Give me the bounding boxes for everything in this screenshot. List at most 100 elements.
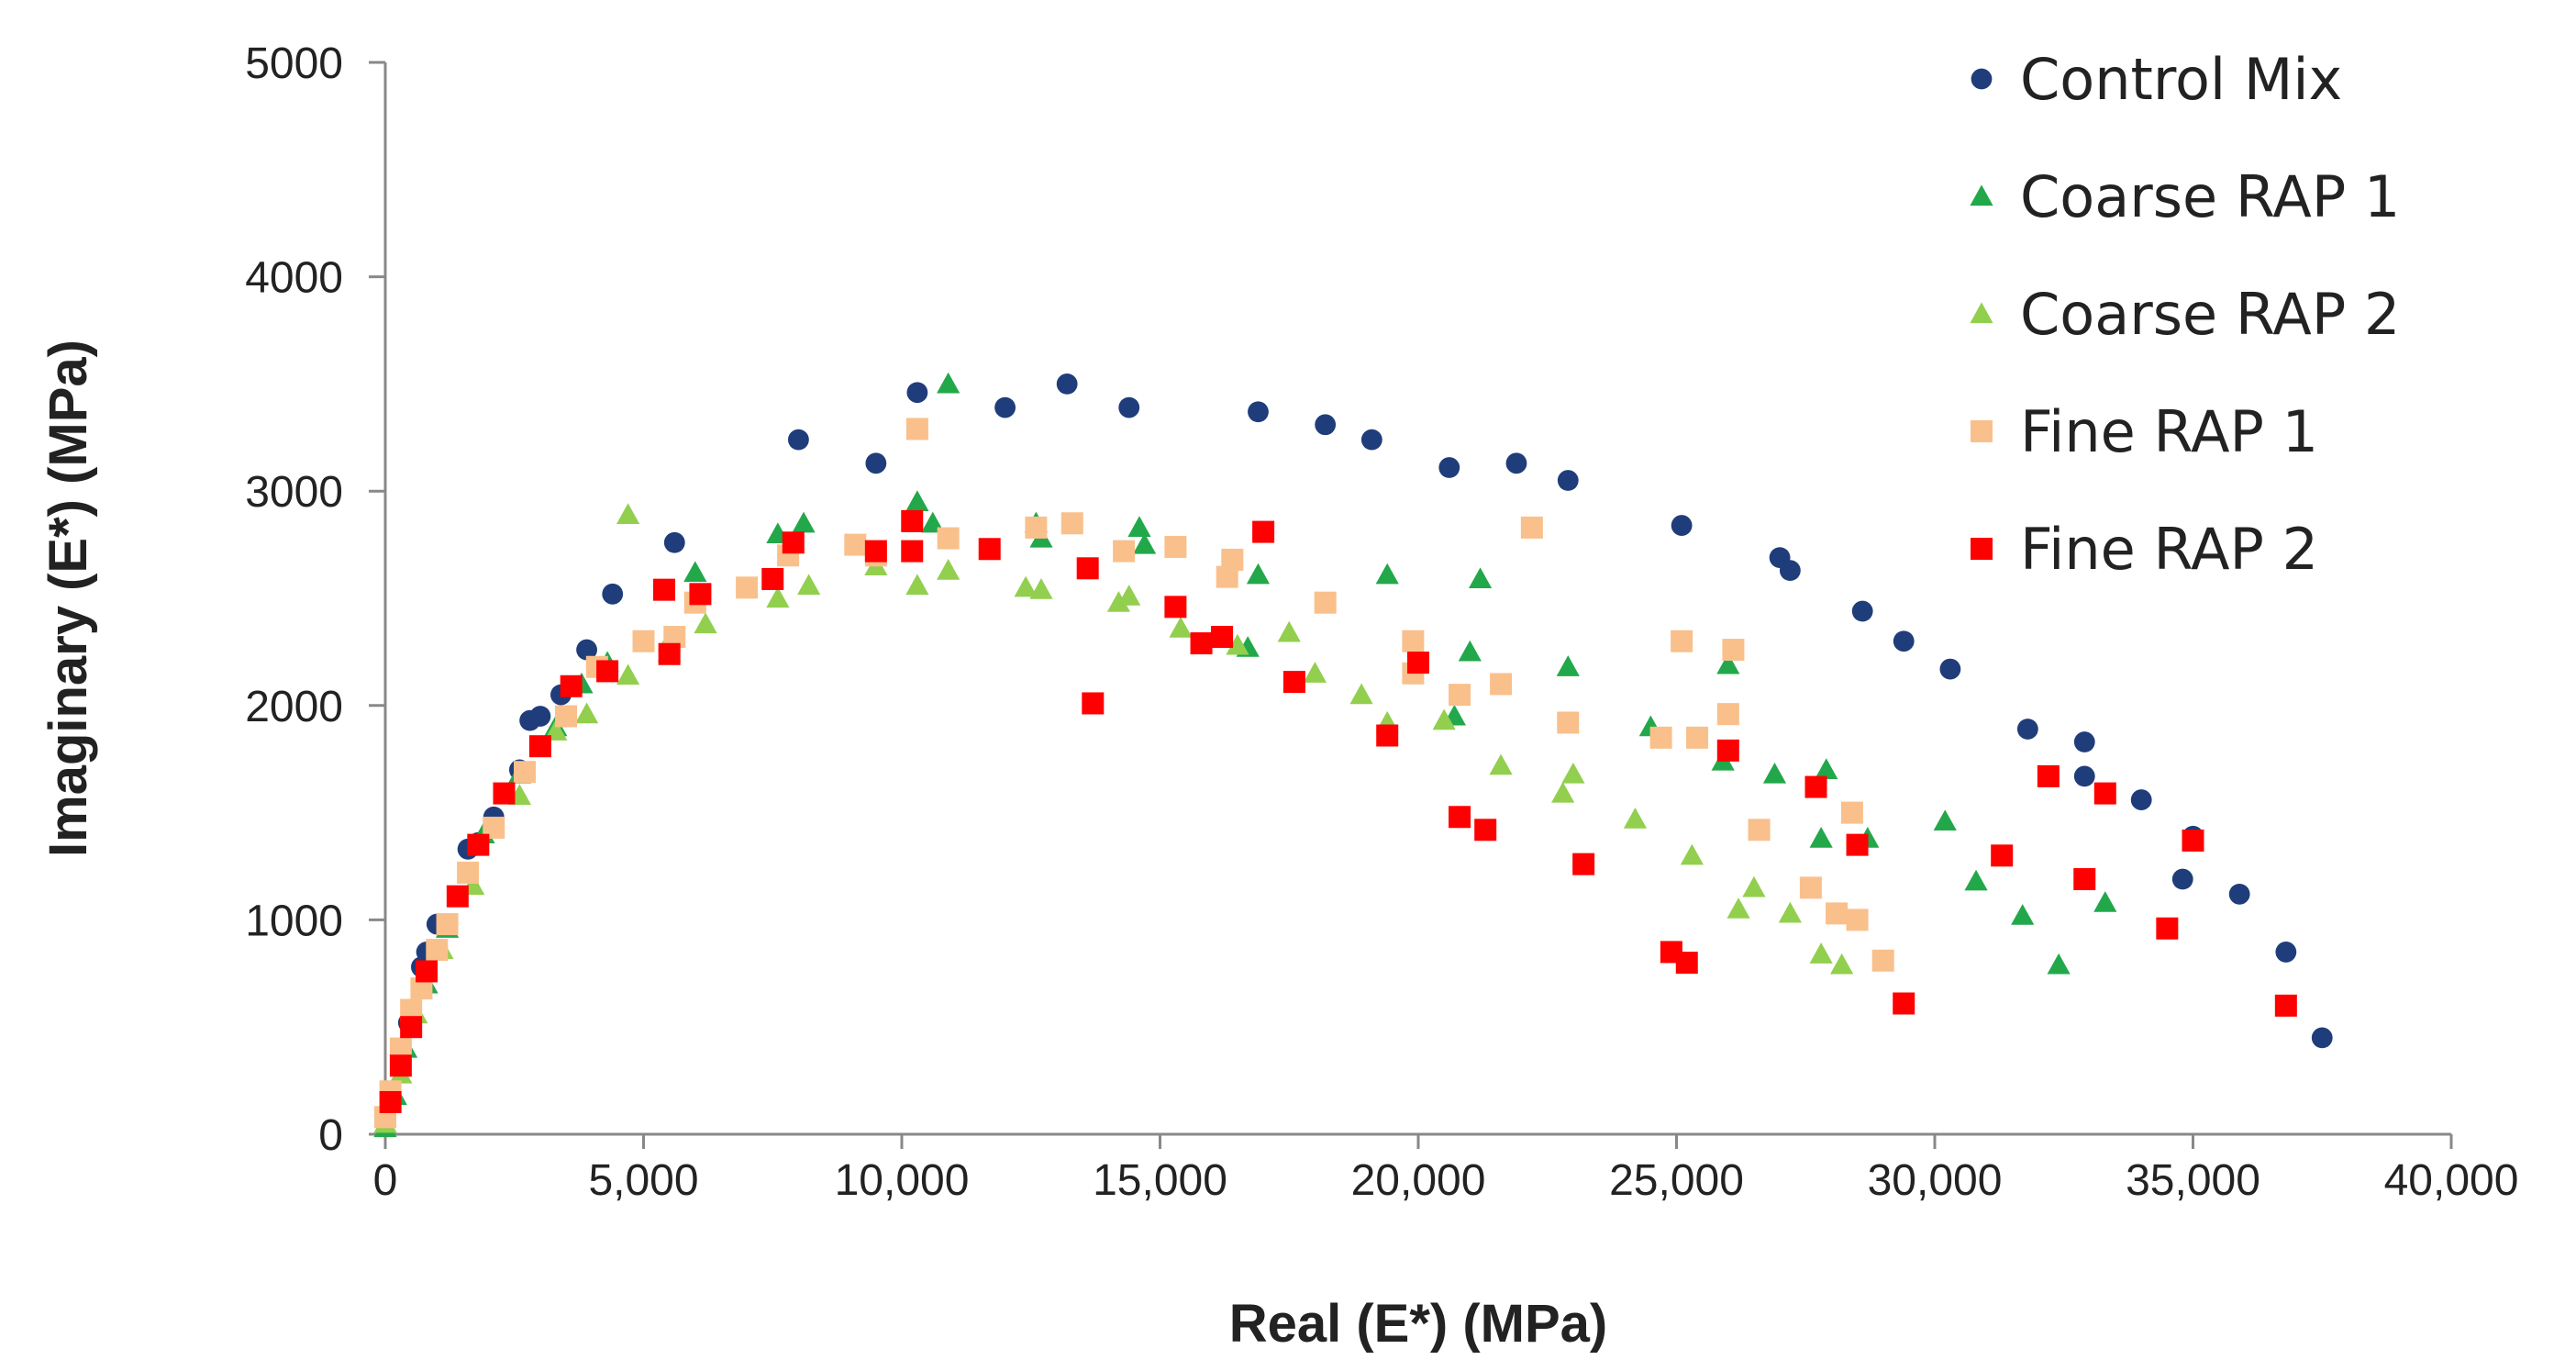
data-point bbox=[1014, 575, 1038, 597]
x-tick-label: 5,000 bbox=[588, 1156, 698, 1205]
legend-label: Fine RAP 1 bbox=[2020, 398, 2318, 465]
legend-marker bbox=[1970, 302, 1993, 324]
y-axis-title: Imaginary (E*) (MPa) bbox=[39, 340, 98, 857]
data-point bbox=[1799, 876, 1822, 899]
data-point bbox=[1375, 563, 1399, 585]
data-point bbox=[1076, 557, 1099, 580]
data-point bbox=[1211, 626, 1234, 649]
data-point bbox=[1226, 633, 1249, 655]
data-point bbox=[400, 1016, 423, 1039]
data-point bbox=[528, 735, 551, 758]
data-point bbox=[901, 509, 924, 532]
data-point bbox=[905, 490, 929, 511]
data-point bbox=[1490, 673, 1513, 696]
data-point bbox=[457, 862, 480, 885]
data-point bbox=[1118, 396, 1140, 418]
series-coarse-rap-1 bbox=[373, 372, 2117, 1138]
data-point bbox=[905, 574, 929, 596]
data-point bbox=[1117, 585, 1141, 606]
data-point bbox=[1376, 724, 1399, 747]
data-point bbox=[653, 578, 676, 601]
data-point bbox=[493, 782, 516, 805]
data-point bbox=[379, 1090, 402, 1113]
data-point bbox=[937, 559, 960, 580]
data-point bbox=[865, 452, 887, 474]
data-point bbox=[1742, 875, 1766, 897]
legend-item-control-mix: Control Mix bbox=[1971, 46, 2342, 113]
data-point bbox=[1449, 684, 1471, 707]
data-point bbox=[736, 576, 759, 599]
data-point bbox=[1315, 414, 1337, 436]
data-point bbox=[436, 913, 459, 936]
data-point bbox=[1248, 401, 1269, 423]
data-point bbox=[1762, 762, 1787, 784]
data-point bbox=[467, 833, 490, 856]
data-point bbox=[596, 660, 619, 683]
legend-marker bbox=[1971, 420, 1993, 442]
data-point bbox=[2073, 731, 2095, 752]
data-point bbox=[1246, 563, 1271, 585]
data-point bbox=[616, 503, 640, 524]
data-point bbox=[1407, 652, 1429, 674]
data-point bbox=[788, 429, 809, 451]
data-point bbox=[1716, 739, 1739, 762]
data-point bbox=[905, 418, 928, 440]
data-point bbox=[792, 511, 816, 533]
data-point bbox=[1846, 833, 1869, 856]
data-point bbox=[560, 674, 583, 697]
data-point bbox=[1991, 844, 2014, 867]
data-point bbox=[1779, 560, 1801, 582]
data-point bbox=[1851, 600, 1873, 622]
data-point bbox=[1680, 843, 1704, 865]
data-point bbox=[1840, 801, 1863, 824]
data-point bbox=[1360, 429, 1382, 451]
x-tick-label: 40,000 bbox=[2384, 1156, 2519, 1205]
data-point bbox=[616, 663, 640, 686]
data-point bbox=[555, 705, 578, 728]
data-point bbox=[1815, 758, 1838, 779]
data-point bbox=[844, 533, 867, 556]
data-point bbox=[1489, 753, 1513, 775]
data-point bbox=[2156, 917, 2179, 940]
legend-label: Coarse RAP 2 bbox=[2020, 281, 2400, 348]
data-point bbox=[1449, 806, 1471, 829]
data-point bbox=[1458, 640, 1482, 662]
data-point bbox=[2093, 891, 2117, 912]
y-tick-label: 4000 bbox=[245, 254, 343, 303]
data-point bbox=[766, 586, 790, 608]
data-point bbox=[1438, 457, 1460, 478]
data-point bbox=[1113, 540, 1136, 563]
data-point bbox=[1727, 897, 1750, 919]
data-point bbox=[1830, 953, 1854, 975]
data-point bbox=[1778, 901, 1802, 923]
data-point bbox=[2073, 868, 2096, 891]
data-point bbox=[761, 567, 784, 590]
data-point bbox=[1671, 515, 1693, 536]
data-point bbox=[1106, 591, 1131, 612]
x-ticks: 0 5,000 10,000 15,000 20,000 25,000 30,000 35,0… bbox=[373, 1134, 2519, 1205]
data-point bbox=[1349, 683, 1373, 705]
data-point bbox=[1893, 630, 1915, 652]
data-point bbox=[1252, 520, 1275, 543]
data-point bbox=[1557, 470, 1579, 491]
data-point bbox=[1748, 819, 1771, 842]
data-point bbox=[901, 540, 924, 563]
legend: Control Mix Coarse RAP 1 Coarse RAP 2 Fine … bbox=[1970, 46, 2400, 583]
x-tick-label: 35,000 bbox=[2126, 1156, 2260, 1205]
data-point bbox=[1133, 533, 1157, 554]
data-point bbox=[2311, 1027, 2333, 1049]
y-ticks: 0 1000 2000 3000 4000 5000 bbox=[245, 39, 385, 1160]
legend-marker bbox=[1971, 68, 1993, 90]
y-tick-label: 0 bbox=[318, 1111, 343, 1160]
x-tick-label: 0 bbox=[373, 1156, 398, 1205]
data-point bbox=[602, 583, 624, 605]
legend-label: Control Mix bbox=[2020, 46, 2342, 113]
series-fine-rap-2 bbox=[379, 509, 2297, 1113]
data-point bbox=[1809, 942, 1833, 964]
x-tick-label: 10,000 bbox=[835, 1156, 970, 1205]
data-point bbox=[1649, 726, 1672, 749]
data-point bbox=[658, 642, 681, 665]
y-tick-label: 2000 bbox=[245, 683, 343, 731]
data-point bbox=[1520, 516, 1543, 539]
